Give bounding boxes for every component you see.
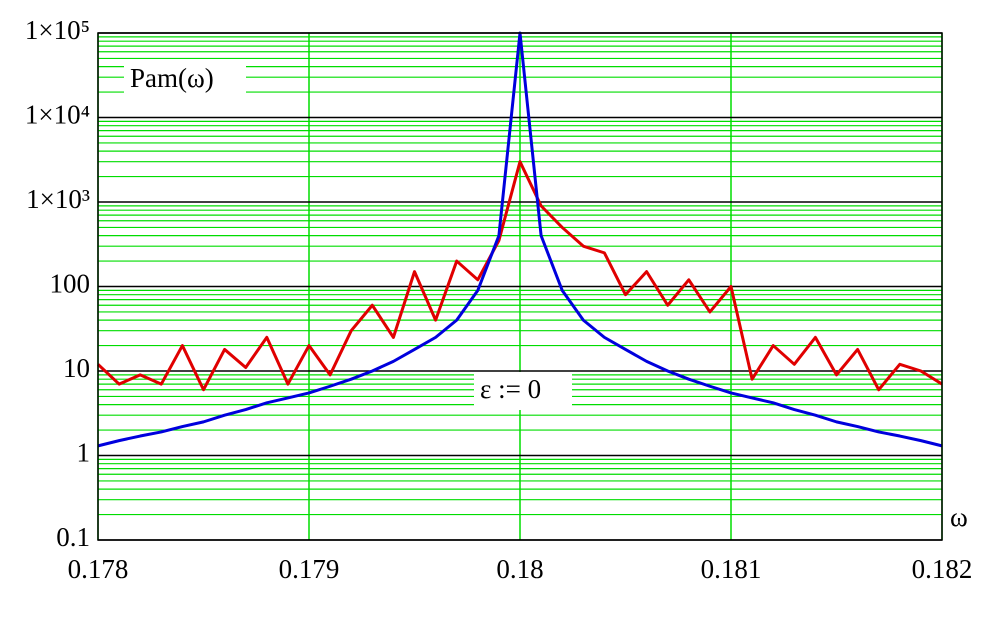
x-tick-label: 0.178 — [68, 554, 129, 584]
y-tick-label: 10 — [63, 353, 90, 383]
series-line — [96, 160, 943, 392]
x-tick-label: 0.181 — [701, 554, 762, 584]
annotation: ε := 0 — [480, 374, 541, 404]
y-tick-label: 1 — [77, 438, 91, 468]
x-tick-label: 0.179 — [279, 554, 340, 584]
annotation-bg — [124, 64, 246, 97]
x-axis-label: ω — [950, 502, 968, 532]
y-tick-label: 1×10⁴ — [25, 100, 90, 130]
y-tick-label: 0.1 — [56, 522, 90, 552]
y-tick-label: 1×10⁵ — [25, 15, 90, 45]
annotation-bg — [474, 372, 572, 410]
grid — [97, 32, 943, 541]
x-tick-label: 0.182 — [912, 554, 973, 584]
x-tick-label: 0.18 — [496, 554, 543, 584]
annotation: Pam(ω) — [130, 63, 214, 93]
y-tick-label: 1×10³ — [26, 184, 90, 214]
y-tick-label: 100 — [50, 269, 91, 299]
plot-frame — [97, 32, 943, 541]
